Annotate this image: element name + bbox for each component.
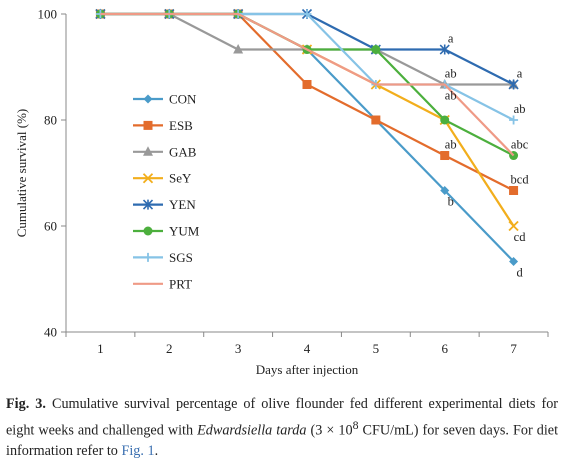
caption-exponent: 8: [352, 417, 359, 432]
data-point-sey: [508, 220, 519, 232]
x-tick-label: 3: [235, 341, 242, 356]
significance-label: ab: [445, 66, 457, 80]
figure-caption: Fig. 3. Cumulative survival percentage o…: [6, 394, 558, 461]
data-point-yen: [508, 79, 519, 90]
x-tick-label: 2: [166, 341, 173, 356]
legend-marker-esb: [143, 120, 153, 130]
caption-species: Edwardsiella tarda: [197, 422, 307, 439]
significance-label: b: [448, 194, 454, 208]
y-tick-label: 40: [44, 325, 57, 340]
significance-label: abc: [511, 138, 529, 152]
legend-label-sgs: SGS: [169, 250, 193, 265]
legend-label-yum: YUM: [169, 224, 200, 239]
x-tick-label: 4: [304, 341, 311, 356]
legend-marker-sgs: [143, 252, 153, 262]
data-point-esb: [302, 79, 312, 89]
x-tick-label: 6: [441, 341, 448, 356]
significance-label: d: [516, 266, 523, 280]
y-tick-label: 60: [44, 219, 57, 234]
significance-label: ab: [514, 102, 526, 116]
line-chart: 40 60 80 100 1 2 3 4 5 6 7 Days after injection Cumu…: [14, 7, 549, 377]
significance-label: ab: [445, 138, 457, 152]
caption-figure-link[interactable]: Fig. 1: [121, 442, 155, 459]
caption-label: Fig. 3.: [6, 396, 46, 412]
y-tick-label: 80: [44, 113, 57, 128]
x-tick-label: 1: [97, 341, 104, 356]
data-point-yen: [439, 44, 450, 55]
caption-end: .: [154, 442, 159, 459]
series-line-prt: [100, 12, 515, 157]
data-point-con: [440, 185, 450, 195]
significance-label: bcd: [511, 172, 530, 186]
legend-marker-gab: [143, 146, 153, 156]
legend-label-sey: SeY: [169, 171, 192, 186]
x-tick-label: 7: [510, 341, 517, 356]
data-point-yum: [371, 45, 381, 55]
caption-text-1: Cumulative survival percentage of olive …: [6, 396, 559, 439]
data-point-gab: [233, 44, 244, 54]
legend-marker-yen: [142, 199, 154, 210]
legend-label-prt: PRT: [169, 276, 192, 291]
y-tick-label: 100: [38, 7, 58, 22]
caption-text-3: CFU/mL) for seven days. For diet informa…: [6, 422, 559, 459]
data-point-con: [509, 257, 519, 267]
legend-marker-yum: [143, 226, 153, 236]
data-point-esb: [509, 185, 519, 195]
x-tick-label: 5: [373, 341, 380, 356]
legend-label-gab: GAB: [169, 144, 197, 159]
y-axis-label: Cumulative survival (%): [14, 109, 29, 238]
data-point-esb: [371, 115, 381, 125]
legend-marker-sey: [142, 173, 154, 184]
legend-marker-con: [143, 94, 153, 104]
legend-label-esb: ESB: [169, 118, 193, 133]
significance-label: a: [517, 66, 523, 80]
chart-figure: 40 60 80 100 1 2 3 4 5 6 7 Days after injection Cumu…: [14, 7, 549, 377]
data-point-sgs: [302, 9, 312, 19]
significance-label: a: [448, 32, 454, 46]
data-point-yum: [440, 115, 450, 125]
data-point-sgs: [509, 115, 519, 125]
significance-label: ab: [445, 88, 457, 102]
legend-label-yen: YEN: [169, 197, 196, 212]
x-axis-label: Days after injection: [256, 362, 359, 377]
legend-label-con: CON: [169, 92, 197, 107]
caption-text-2: (3 × 10: [310, 422, 353, 439]
data-point-esb: [440, 151, 450, 161]
significance-label: cd: [514, 230, 527, 244]
